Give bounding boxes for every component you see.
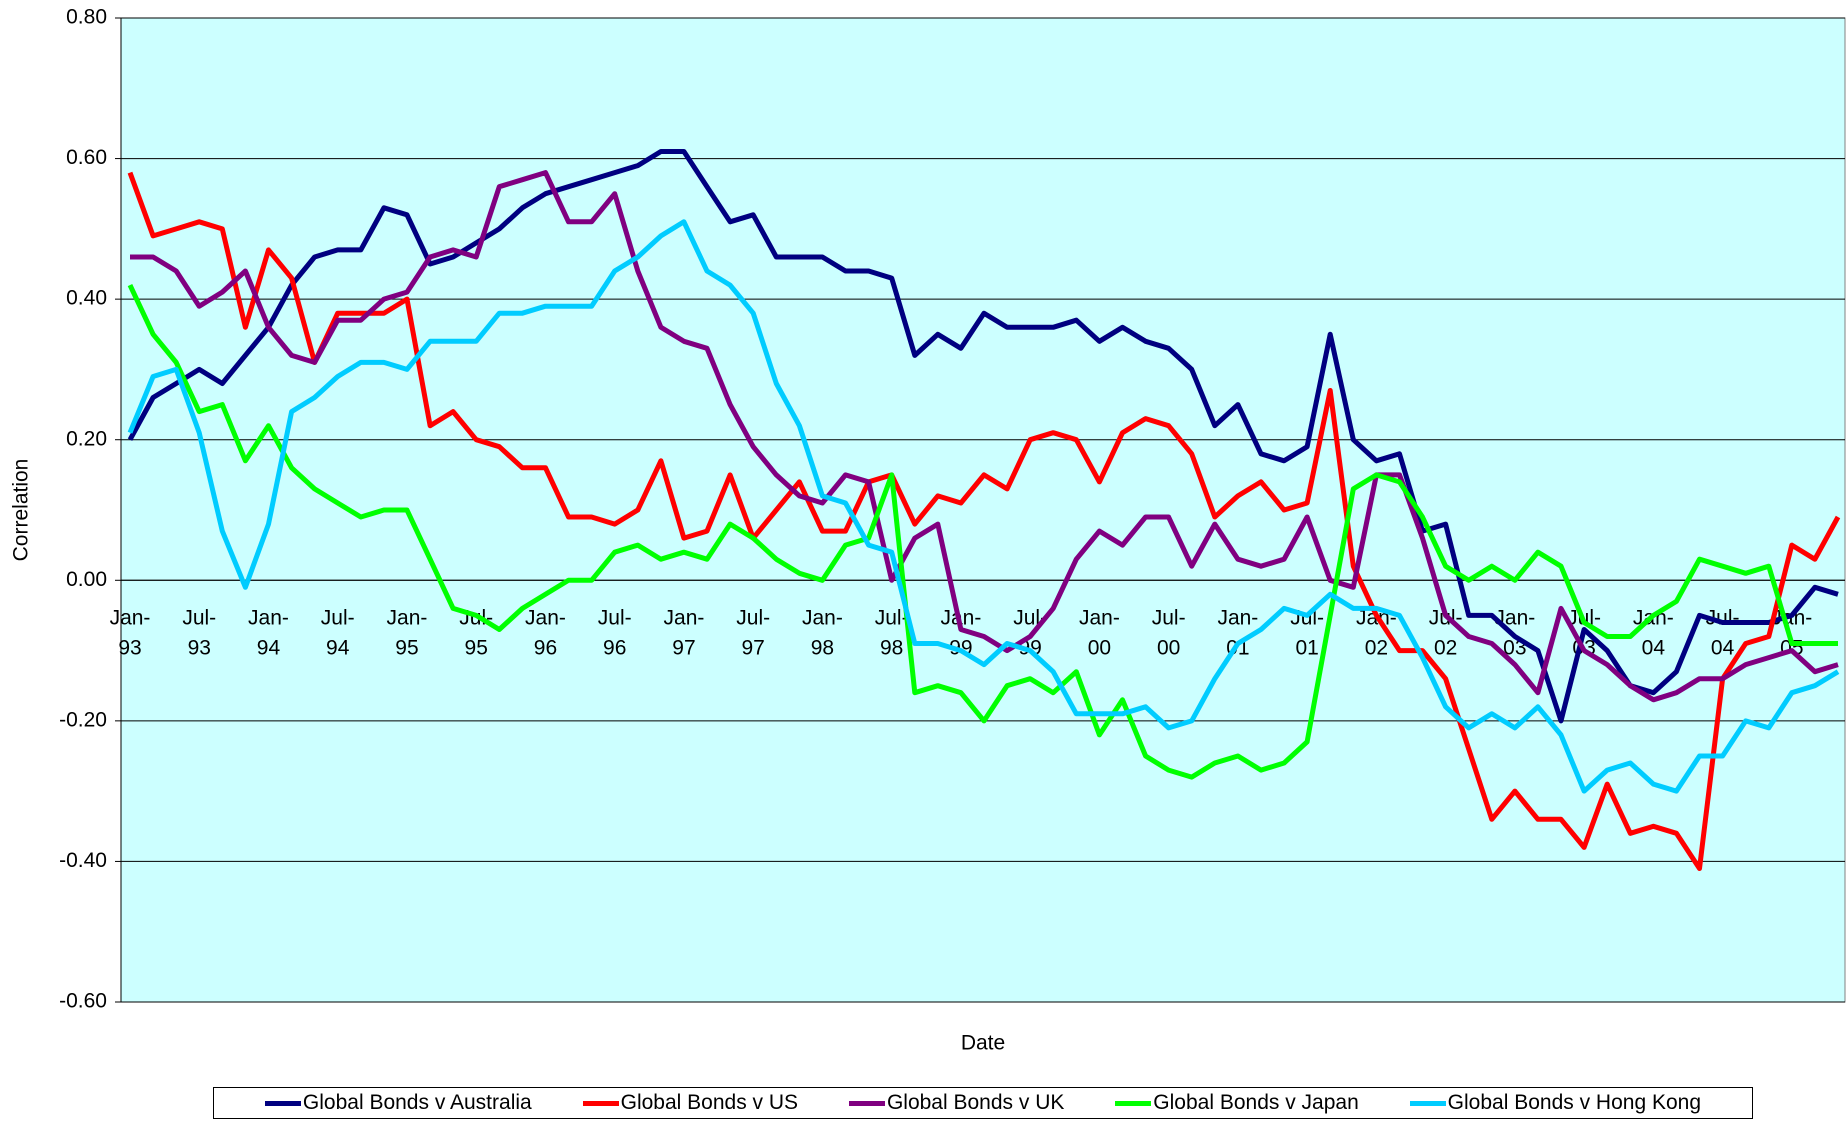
x-tick-label: Jul- 98 <box>875 606 909 659</box>
x-tick-label-part: Jan- <box>1079 606 1120 629</box>
x-tick-label-part: Jul- <box>321 606 355 629</box>
legend-swatch <box>582 1100 619 1106</box>
x-tick-label-part: 95 <box>395 636 418 659</box>
y-tick-label: -0.60 <box>59 990 107 1013</box>
series-line <box>127 219 1840 794</box>
legend-label: Global Bonds v Australia <box>302 1091 532 1114</box>
x-tick-label-part: 97 <box>672 636 695 659</box>
x-tick-label-part: Jul- <box>736 606 770 629</box>
x-tick-label-part: Jul- <box>598 606 632 629</box>
x-tick-label-part: 93 <box>118 636 141 659</box>
legend-swatch <box>1409 1100 1446 1106</box>
series-line <box>127 284 1838 780</box>
legend-swatch <box>1115 1100 1152 1106</box>
x-tick-label-part: Jul- <box>875 606 909 629</box>
x-tick-label-part: 95 <box>465 636 488 659</box>
legend: Global Bonds v Australia Global Bonds v U… <box>213 1087 1753 1119</box>
legend-label: Global Bonds v Japan <box>1153 1091 1359 1114</box>
legend-swatch <box>264 1100 301 1106</box>
x-tick-label-part: 96 <box>534 636 557 659</box>
x-tick-label-part: 02 <box>1434 636 1457 659</box>
y-tick-label: 0.80 <box>66 6 107 29</box>
y-tick-label: 0.20 <box>66 427 107 450</box>
x-tick-label: Jul- 93 <box>182 606 216 659</box>
y-tick-label: 0.40 <box>66 287 107 310</box>
legend-swatch <box>848 1100 885 1106</box>
x-tick-label: Jul- 96 <box>598 606 632 659</box>
legend-label: Global Bonds v UK <box>886 1091 1065 1114</box>
y-tick-label: 0.60 <box>66 146 107 169</box>
x-tick-label: Jan- 98 <box>802 606 843 659</box>
legend-item: Global Bonds v US <box>582 1091 799 1115</box>
series-line <box>127 149 1839 724</box>
legend-item: Global Bonds v Australia <box>264 1091 532 1115</box>
x-tick-label-part: Jan- <box>248 606 289 629</box>
x-tick-label-part: 93 <box>188 636 211 659</box>
x-tick-label: Jan- 97 <box>664 606 705 659</box>
x-tick-label-part: 98 <box>880 636 903 659</box>
x-tick-label-part: 01 <box>1295 636 1318 659</box>
x-tick-label-part: Jul- <box>182 606 216 629</box>
x-tick-label-part: Jan- <box>110 606 151 629</box>
x-tick-label-part: Jan- <box>525 606 566 629</box>
y-axis-title: Correlation <box>10 459 33 562</box>
y-tick-label: -0.40 <box>59 849 107 872</box>
x-tick-label-part: 94 <box>326 636 350 659</box>
x-tick-label-part: 04 <box>1642 636 1666 659</box>
x-tick-label-part: Jan- <box>1217 606 1258 629</box>
x-tick-label: Jan- 94 <box>248 606 289 659</box>
legend-label: Global Bonds v US <box>620 1091 799 1114</box>
x-tick-label-part: 00 <box>1157 636 1180 659</box>
x-tick-label: Jul- 00 <box>1152 606 1186 659</box>
x-tick-label-part: Jul- <box>1152 606 1186 629</box>
legend-label: Global Bonds v Hong Kong <box>1447 1091 1702 1114</box>
x-tick-label: Jan- 96 <box>525 606 566 659</box>
series-line <box>127 171 1841 871</box>
x-tick-label-part: Jan- <box>940 606 981 629</box>
chart: Date Correlation -0.60 -0.40 -0.20 0.00 0.20… <box>10 6 1846 1055</box>
x-tick-label-part: 97 <box>742 636 765 659</box>
x-tick-label-part: Jan- <box>387 606 428 629</box>
x-tick-label-part: 96 <box>603 636 626 659</box>
x-tick-label-part: 02 <box>1365 636 1388 659</box>
legend-item: Global Bonds v UK <box>848 1091 1065 1115</box>
x-tick-label-part: Jan- <box>664 606 705 629</box>
x-tick-label-part: Jan- <box>1494 606 1535 629</box>
x-tick-label: Jan- 93 <box>110 606 151 659</box>
x-tick-label-part: 94 <box>257 636 281 659</box>
x-tick-label-part: 04 <box>1711 636 1735 659</box>
y-tick-label: -0.20 <box>59 708 107 731</box>
x-tick-label: Jan- 00 <box>1079 606 1120 659</box>
x-tick-label: Jul- 97 <box>736 606 770 659</box>
x-tick-label: Jan- 95 <box>387 606 428 659</box>
legend-item: Global Bonds v Japan <box>1115 1091 1359 1115</box>
x-tick-label-part: 00 <box>1088 636 1111 659</box>
x-tick-label: Jul- 94 <box>321 606 355 659</box>
x-axis-title: Date <box>961 1032 1005 1055</box>
x-tick-label-part: 98 <box>811 636 834 659</box>
legend-item: Global Bonds v Hong Kong <box>1409 1091 1702 1115</box>
series-line <box>130 170 1839 703</box>
y-tick-label: 0.00 <box>66 568 107 591</box>
x-tick-label-part: Jan- <box>802 606 843 629</box>
